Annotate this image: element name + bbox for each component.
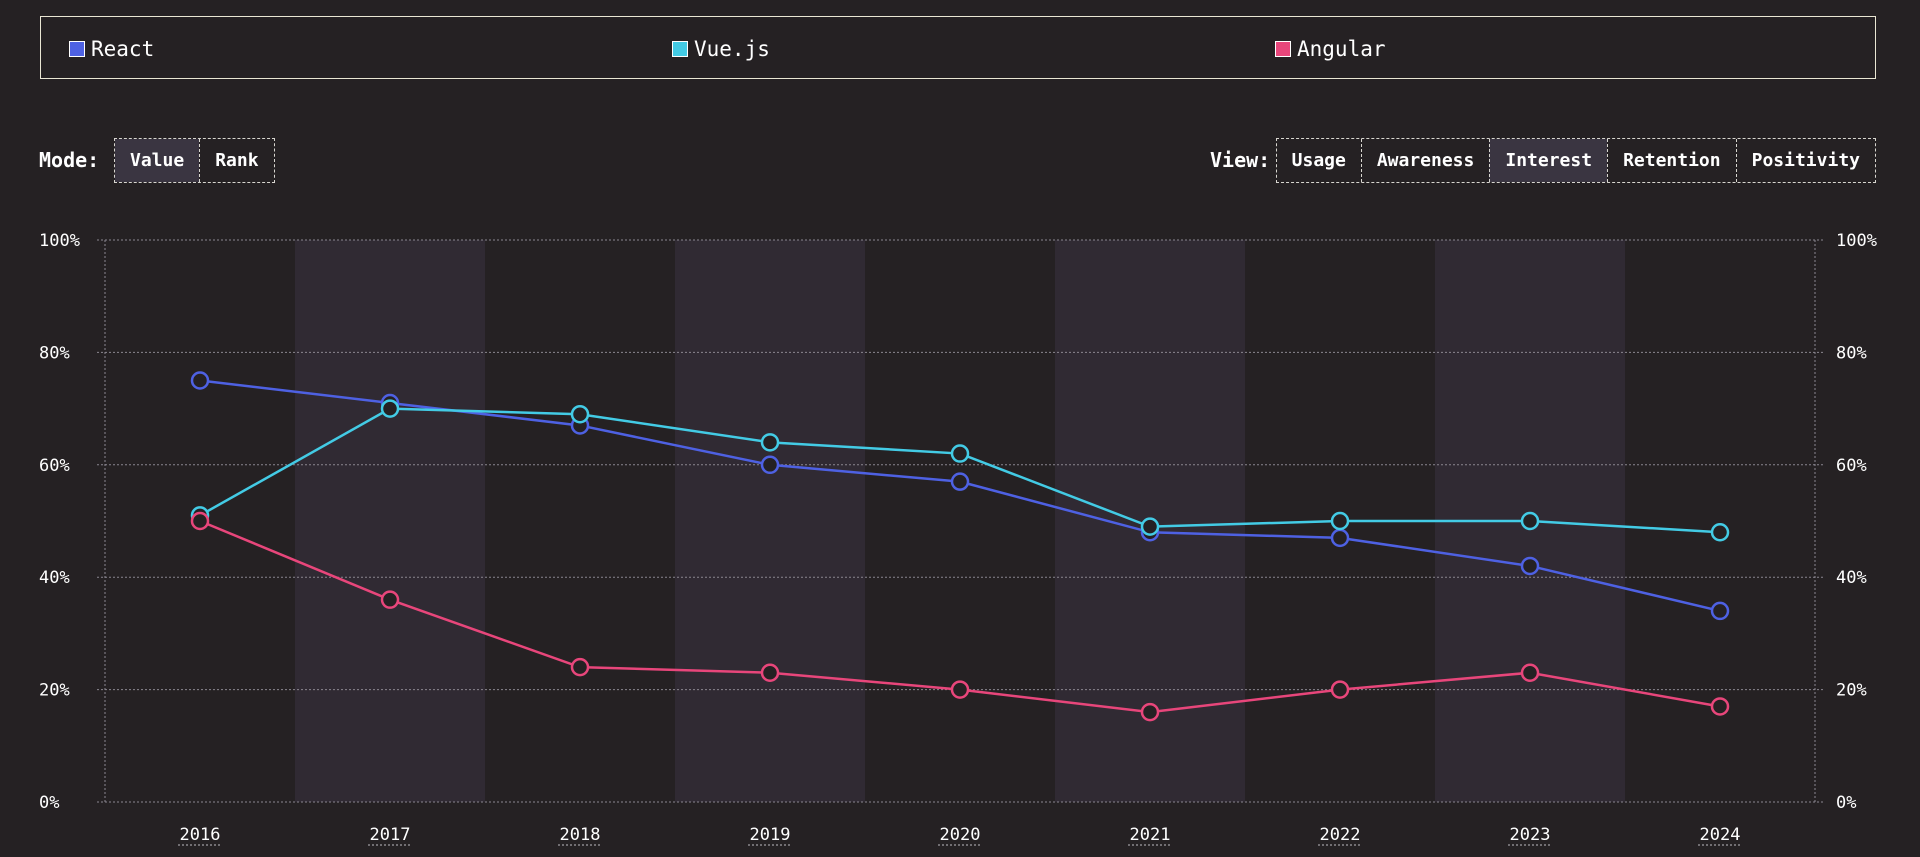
legend-label-angular: Angular xyxy=(1297,36,1386,61)
y-tick-label-left: 0% xyxy=(39,793,59,813)
y-tick-label-left: 60% xyxy=(39,456,70,476)
x-tick-label: 2019 xyxy=(750,825,791,845)
data-point-angular xyxy=(380,590,400,609)
data-point-angular xyxy=(570,657,590,677)
data-point-angular xyxy=(1520,663,1540,682)
y-tick-label-right: 60% xyxy=(1836,456,1867,476)
view-toggle: Usage Awareness Interest Retention Posit… xyxy=(1275,138,1876,183)
data-point-vuejs xyxy=(570,404,590,424)
x-tick-label: 2016 xyxy=(180,825,221,845)
data-point-react xyxy=(950,472,970,491)
x-tick-label: 2023 xyxy=(1510,825,1551,845)
legend-label-react: React xyxy=(91,36,155,61)
chart-legend: React Vue.js Angular xyxy=(40,16,1876,79)
column-band xyxy=(675,240,865,802)
mode-value-button[interactable]: Value xyxy=(115,139,200,182)
legend-item-vuejs[interactable]: Vue.js xyxy=(672,17,770,80)
y-tick-label-right: 40% xyxy=(1836,568,1867,588)
mode-rank-button[interactable]: Rank xyxy=(199,139,273,182)
y-tick-label-left: 100% xyxy=(39,231,80,251)
y-tick-label-left: 20% xyxy=(39,681,70,701)
data-point-react xyxy=(1330,528,1350,548)
x-tick-label: 2024 xyxy=(1700,825,1741,845)
mode-label: Mode: xyxy=(39,148,100,172)
data-point-vuejs xyxy=(1710,522,1730,542)
data-point-angular xyxy=(1330,680,1350,699)
x-tick-label: 2021 xyxy=(1130,825,1171,845)
data-point-angular xyxy=(950,680,970,699)
data-point-angular xyxy=(190,511,210,531)
legend-label-vuejs: Vue.js xyxy=(694,36,770,61)
data-point-react xyxy=(190,371,210,390)
data-point-react xyxy=(1520,556,1540,576)
x-tick-label: 2020 xyxy=(940,825,981,845)
y-tick-label-right: 0% xyxy=(1836,793,1856,813)
data-point-angular xyxy=(760,663,780,682)
data-point-vuejs xyxy=(1140,517,1160,536)
x-tick-label: 2018 xyxy=(560,825,601,845)
data-point-vuejs xyxy=(1520,511,1540,531)
data-point-angular xyxy=(1140,702,1160,722)
y-tick-label-left: 80% xyxy=(39,343,70,363)
data-point-react xyxy=(760,455,780,475)
data-point-react xyxy=(1710,601,1730,621)
y-tick-label-right: 20% xyxy=(1836,681,1867,701)
legend-swatch-angular xyxy=(1275,40,1291,57)
view-label: View: xyxy=(1210,148,1271,172)
y-tick-label-right: 80% xyxy=(1836,343,1867,363)
view-awareness-button[interactable]: Awareness xyxy=(1360,139,1490,182)
x-tick-label: 2017 xyxy=(370,825,411,845)
view-positivity-button[interactable]: Positivity xyxy=(1735,139,1875,182)
view-interest-button[interactable]: Interest xyxy=(1489,139,1608,182)
column-band xyxy=(295,240,485,802)
legend-swatch-react xyxy=(69,40,85,57)
view-retention-button[interactable]: Retention xyxy=(1607,139,1736,182)
mode-toggle: Value Rank xyxy=(114,138,275,183)
x-tick-label: 2022 xyxy=(1320,825,1361,845)
view-usage-button[interactable]: Usage xyxy=(1291,150,1346,171)
legend-item-react[interactable]: React xyxy=(69,17,154,80)
data-point-vuejs xyxy=(760,433,780,452)
data-point-vuejs xyxy=(380,399,400,418)
y-tick-label-right: 100% xyxy=(1836,231,1877,251)
data-point-vuejs xyxy=(1330,511,1350,531)
y-tick-label-left: 40% xyxy=(39,568,70,588)
data-point-vuejs xyxy=(950,444,970,463)
data-point-angular xyxy=(1710,697,1730,716)
legend-swatch-vuejs xyxy=(672,40,688,57)
legend-item-angular[interactable]: Angular xyxy=(1275,17,1386,80)
